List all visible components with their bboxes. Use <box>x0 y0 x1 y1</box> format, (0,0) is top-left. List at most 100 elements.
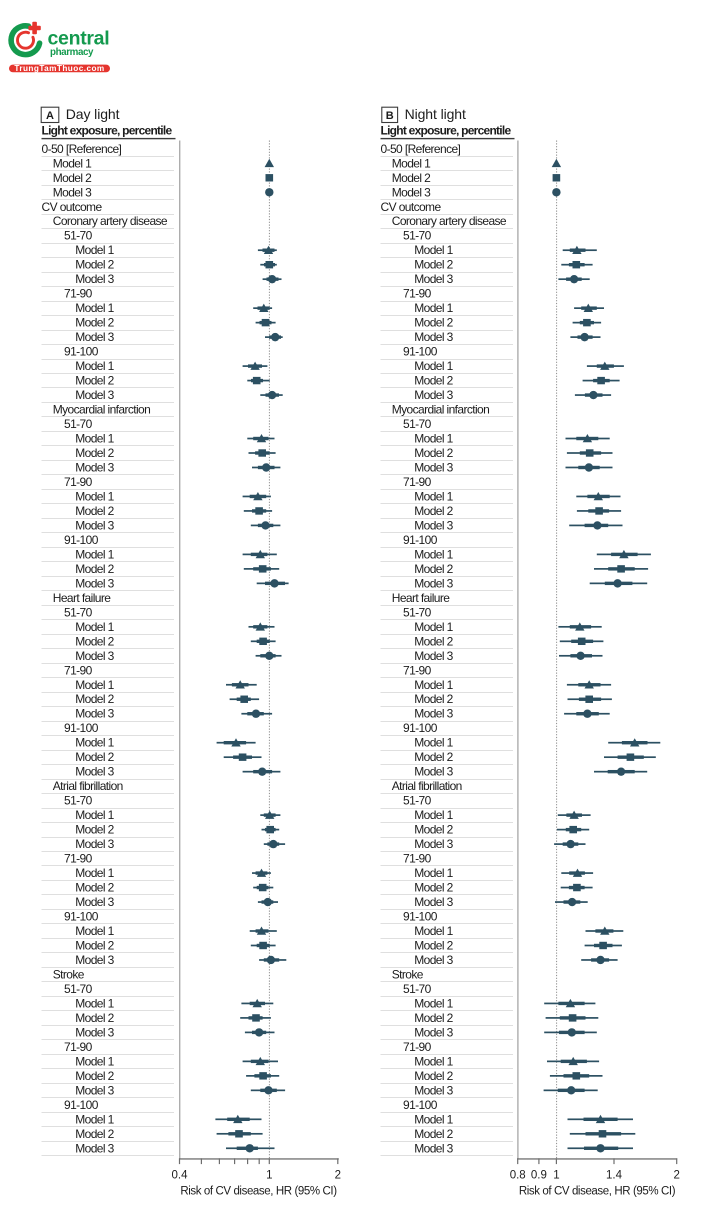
svg-text:Model 2: Model 2 <box>414 823 453 837</box>
svg-text:51-70: 51-70 <box>64 982 93 996</box>
svg-text:Model 2: Model 2 <box>75 634 114 648</box>
svg-text:1: 1 <box>553 1170 559 1182</box>
svg-text:0-50 [Reference]: 0-50 [Reference] <box>42 142 122 156</box>
svg-text:Stroke: Stroke <box>53 967 85 981</box>
svg-text:Model 2: Model 2 <box>75 1127 114 1141</box>
svg-text:91-100: 91-100 <box>64 721 99 735</box>
svg-text:Heart failure: Heart failure <box>53 591 111 605</box>
svg-text:Risk of CV disease, HR (95% CI: Risk of CV disease, HR (95% CI) <box>519 1186 676 1198</box>
svg-text:Model 2: Model 2 <box>75 823 114 837</box>
svg-text:Model 2: Model 2 <box>75 374 114 388</box>
svg-text:Model 3: Model 3 <box>75 1025 114 1039</box>
svg-text:71-90: 71-90 <box>403 663 432 677</box>
svg-text:71-90: 71-90 <box>403 1040 432 1054</box>
svg-text:Model 3: Model 3 <box>392 185 431 199</box>
svg-text:Model 1: Model 1 <box>75 489 114 503</box>
svg-text:Model 2: Model 2 <box>414 258 453 272</box>
svg-text:Model 1: Model 1 <box>75 866 114 880</box>
svg-text:1.4: 1.4 <box>606 1170 623 1182</box>
svg-text:Model 1: Model 1 <box>75 620 114 634</box>
svg-text:51-70: 51-70 <box>403 794 432 808</box>
svg-text:Model 1: Model 1 <box>414 996 453 1010</box>
svg-text:Model 1: Model 1 <box>414 678 453 692</box>
svg-text:Model 3: Model 3 <box>414 953 453 967</box>
svg-text:Model 3: Model 3 <box>414 649 453 663</box>
svg-text:Model 3: Model 3 <box>75 895 114 909</box>
svg-text:Model 2: Model 2 <box>414 692 453 706</box>
svg-text:91-100: 91-100 <box>403 345 438 359</box>
svg-text:Model 1: Model 1 <box>75 808 114 822</box>
svg-text:Model 1: Model 1 <box>392 156 431 170</box>
svg-text:Model 1: Model 1 <box>414 808 453 822</box>
svg-text:2: 2 <box>673 1170 679 1182</box>
svg-text:Model 3: Model 3 <box>414 1083 453 1097</box>
svg-text:51-70: 51-70 <box>64 794 93 808</box>
svg-text:Model 2: Model 2 <box>414 1127 453 1141</box>
svg-text:Model 2: Model 2 <box>414 446 453 460</box>
svg-text:Model 3: Model 3 <box>75 576 114 590</box>
svg-text:Coronary artery disease: Coronary artery disease <box>392 214 507 228</box>
svg-text:Model 2: Model 2 <box>414 938 453 952</box>
svg-text:Model 1: Model 1 <box>414 243 453 257</box>
svg-text:A: A <box>46 110 54 122</box>
svg-text:Model 1: Model 1 <box>75 547 114 561</box>
svg-text:Model 1: Model 1 <box>414 866 453 880</box>
svg-text:Myocardial infarction: Myocardial infarction <box>53 403 150 417</box>
svg-text:91-100: 91-100 <box>403 533 438 547</box>
svg-text:CV outcome: CV outcome <box>381 200 442 214</box>
svg-text:Model 1: Model 1 <box>414 301 453 315</box>
svg-text:Model 1: Model 1 <box>414 736 453 750</box>
svg-text:Model 3: Model 3 <box>414 518 453 532</box>
svg-text:Model 3: Model 3 <box>53 185 92 199</box>
svg-text:Model 2: Model 2 <box>75 446 114 460</box>
svg-text:Model 3: Model 3 <box>75 1141 114 1155</box>
svg-text:Model 3: Model 3 <box>414 765 453 779</box>
svg-text:51-70: 51-70 <box>403 229 432 243</box>
svg-text:51-70: 51-70 <box>64 605 93 619</box>
svg-text:Model 3: Model 3 <box>414 388 453 402</box>
svg-text:1: 1 <box>266 1170 272 1182</box>
svg-text:Model 2: Model 2 <box>414 634 453 648</box>
svg-text:Model 2: Model 2 <box>414 881 453 895</box>
svg-text:91-100: 91-100 <box>64 533 99 547</box>
svg-text:Model 2: Model 2 <box>53 171 92 185</box>
svg-text:0.8: 0.8 <box>510 1170 526 1182</box>
svg-text:Stroke: Stroke <box>392 967 424 981</box>
svg-text:Model 1: Model 1 <box>75 1054 114 1068</box>
svg-text:Model 3: Model 3 <box>75 1083 114 1097</box>
svg-text:71-90: 71-90 <box>64 1040 93 1054</box>
svg-text:Model 3: Model 3 <box>414 837 453 851</box>
svg-text:Model 3: Model 3 <box>75 707 114 721</box>
svg-text:51-70: 51-70 <box>403 982 432 996</box>
svg-text:Heart failure: Heart failure <box>392 591 450 605</box>
svg-text:Model 1: Model 1 <box>75 243 114 257</box>
svg-text:71-90: 71-90 <box>64 852 93 866</box>
svg-text:Model 3: Model 3 <box>414 576 453 590</box>
svg-text:51-70: 51-70 <box>403 605 432 619</box>
svg-text:91-100: 91-100 <box>64 910 99 924</box>
svg-text:51-70: 51-70 <box>64 229 93 243</box>
svg-text:Model 3: Model 3 <box>75 330 114 344</box>
svg-text:Model 1: Model 1 <box>414 432 453 446</box>
svg-text:Model 3: Model 3 <box>414 1141 453 1155</box>
svg-text:Model 1: Model 1 <box>414 924 453 938</box>
svg-text:Model 3: Model 3 <box>414 460 453 474</box>
svg-text:TrungTamThuoc.com: TrungTamThuoc.com <box>14 64 104 73</box>
svg-text:Model 1: Model 1 <box>75 359 114 373</box>
svg-text:Model 3: Model 3 <box>75 518 114 532</box>
svg-text:Night light: Night light <box>405 106 466 122</box>
svg-text:Model 2: Model 2 <box>75 316 114 330</box>
svg-text:0.9: 0.9 <box>531 1170 547 1182</box>
svg-text:Model 2: Model 2 <box>75 938 114 952</box>
svg-text:central: central <box>48 28 110 50</box>
svg-text:Atrial fibrillation: Atrial fibrillation <box>392 779 462 793</box>
svg-text:71-90: 71-90 <box>64 663 93 677</box>
svg-text:Model 1: Model 1 <box>75 1112 114 1126</box>
svg-text:Model 2: Model 2 <box>414 562 453 576</box>
svg-text:Light exposure, percentile: Light exposure, percentile <box>42 124 173 138</box>
svg-text:0-50 [Reference]: 0-50 [Reference] <box>381 142 461 156</box>
svg-text:Model 1: Model 1 <box>414 359 453 373</box>
svg-text:Model 3: Model 3 <box>414 272 453 286</box>
svg-text:Model 1: Model 1 <box>414 1054 453 1068</box>
svg-text:Model 2: Model 2 <box>75 504 114 518</box>
